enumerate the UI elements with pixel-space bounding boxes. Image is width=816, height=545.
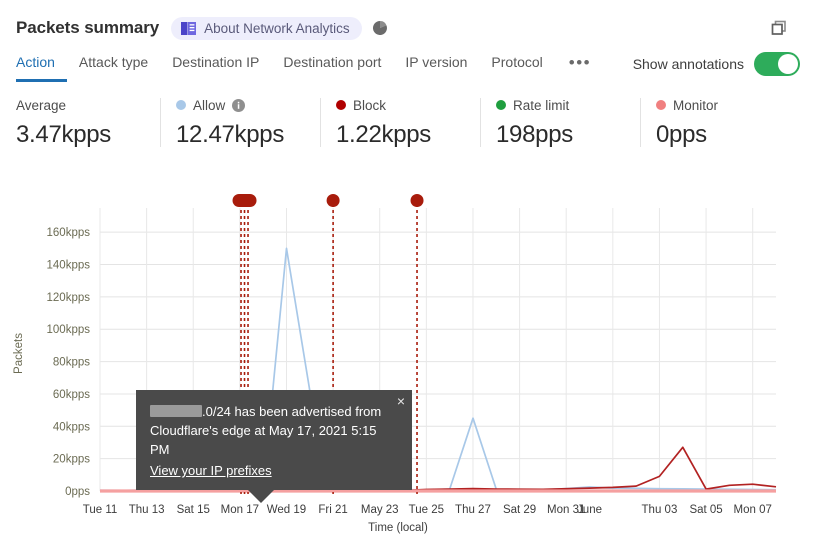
y-tick-label: 0pps <box>65 486 90 498</box>
tab-bar: Action Attack type Destination IP Destin… <box>0 44 816 82</box>
about-pill-label: About Network Analytics <box>204 20 350 36</box>
panel-header: Packets summary About Network Analytics <box>0 0 816 44</box>
tooltip-pointer <box>248 490 274 503</box>
metric-block-head: Block <box>336 96 480 114</box>
tab-list: Action Attack type Destination IP Destin… <box>16 49 603 82</box>
tab-ip-version[interactable]: IP version <box>405 54 468 70</box>
x-tick-label: Sat 15 <box>177 504 210 516</box>
metric-average-head: Average <box>16 96 160 114</box>
tooltip-line-2: Cloudflare's edge at May 17, 2021 5:15 P… <box>150 423 377 457</box>
annotation-marker <box>410 194 424 207</box>
monitor-color-dot <box>656 100 666 110</box>
metric-allow-head: Allow <box>176 96 320 114</box>
metric-block: Block 1.22kpps <box>320 96 480 149</box>
x-tick-label: Mon 07 <box>734 504 772 516</box>
tab-action[interactable]: Action <box>16 50 67 82</box>
about-network-analytics-pill[interactable]: About Network Analytics <box>171 16 362 40</box>
x-tick-label: Mon 17 <box>221 504 259 516</box>
metric-monitor-value: 0pps <box>656 121 707 148</box>
metric-average: Average 3.47kpps <box>16 96 160 149</box>
metric-block-value: 1.22kpps <box>336 121 432 148</box>
y-tick-label: 100kpps <box>47 324 91 336</box>
x-tick-label: Wed 19 <box>267 504 306 516</box>
x-tick-label: Fri 21 <box>318 504 347 516</box>
metric-average-value: 3.47kpps <box>16 121 112 148</box>
metric-rate-limit-value: 198pps <box>496 121 573 148</box>
tooltip-line-1: .0/24 has been advertised from <box>150 402 398 421</box>
metric-monitor-head: Monitor <box>656 96 800 114</box>
book-icon <box>181 21 197 35</box>
metric-block-label: Block <box>353 97 387 113</box>
x-tick-label: Mon 31 <box>547 504 585 516</box>
x-tick-label: Sat 29 <box>503 504 536 516</box>
metric-rate-limit-label: Rate limit <box>513 97 570 113</box>
tab-destination-ip[interactable]: Destination IP <box>172 54 260 70</box>
y-tick-label: 20kpps <box>53 454 90 466</box>
metric-rate-limit: Rate limit 198pps <box>480 96 640 149</box>
y-tick-label: 80kpps <box>53 357 90 369</box>
metric-allow-value: 12.47kpps <box>176 121 285 148</box>
y-tick-label: 140kpps <box>47 260 91 272</box>
x-tick-label: Tue 11 <box>83 504 118 516</box>
x-tick-label: Tue 25 <box>409 504 444 516</box>
show-annotations-control: Show annotations <box>633 52 800 76</box>
metric-monitor: Monitor 0pps <box>640 96 800 149</box>
close-icon[interactable]: × <box>396 393 405 409</box>
metric-allow-label: Allow <box>193 97 226 113</box>
x-axis-title: Time (local) <box>368 522 428 534</box>
page-title: Packets summary <box>16 18 160 37</box>
x-tick-label: Thu 13 <box>129 504 165 516</box>
tab-destination-port[interactable]: Destination port <box>283 54 382 70</box>
tab-overflow-menu[interactable]: ••• <box>568 53 592 72</box>
chart-canvas[interactable]: 0pps 20kpps 40kpps 60kpps 80kpps 100kpps 120kp… <box>0 186 816 545</box>
annotation-marker <box>326 194 340 207</box>
x-tick-label: June <box>577 504 602 516</box>
y-tick-label: 60kpps <box>53 389 90 401</box>
annotation-tooltip[interactable]: × .0/24 has been advertised from Cloudfl… <box>136 390 412 503</box>
x-tick-label: May 23 <box>361 504 399 516</box>
x-tick-label: Sat 05 <box>689 504 722 516</box>
allow-color-dot <box>176 100 186 110</box>
metric-monitor-label: Monitor <box>673 97 719 113</box>
y-axis-title: Packets <box>13 333 25 374</box>
redacted-ip-prefix <box>150 405 202 417</box>
tab-protocol[interactable]: Protocol <box>491 54 543 70</box>
show-annotations-label: Show annotations <box>632 56 744 72</box>
y-tick-label: 40kpps <box>53 421 90 433</box>
x-tick-label: Thu 27 <box>455 504 491 516</box>
y-tick-label: 120kpps <box>47 292 91 304</box>
toggle-knob <box>778 54 798 74</box>
tab-attack-type[interactable]: Attack type <box>78 54 149 70</box>
x-tick-label: Thu 03 <box>642 504 678 516</box>
info-icon[interactable] <box>232 98 246 112</box>
block-color-dot <box>336 100 346 110</box>
rate-limit-color-dot <box>496 100 506 110</box>
show-annotations-toggle[interactable] <box>754 52 800 76</box>
tooltip-line-1-text: .0/24 has been advertised from <box>202 404 382 419</box>
metric-rate-limit-head: Rate limit <box>496 96 640 114</box>
metric-allow: Allow 12.47kpps <box>160 96 320 149</box>
copy-window-icon[interactable] <box>770 19 788 37</box>
annotation-marker <box>232 194 257 207</box>
y-tick-label: 160kpps <box>47 227 91 239</box>
pie-chart-icon[interactable] <box>372 20 388 36</box>
view-ip-prefixes-link[interactable]: View your IP prefixes <box>150 463 272 478</box>
metrics-row: Average 3.47kpps Allow 12.47kpps Block 1… <box>0 96 816 149</box>
packets-timeseries-chart[interactable]: 0pps 20kpps 40kpps 60kpps 80kpps 100kpps 120kp… <box>0 186 816 545</box>
metric-average-label: Average <box>16 97 67 113</box>
